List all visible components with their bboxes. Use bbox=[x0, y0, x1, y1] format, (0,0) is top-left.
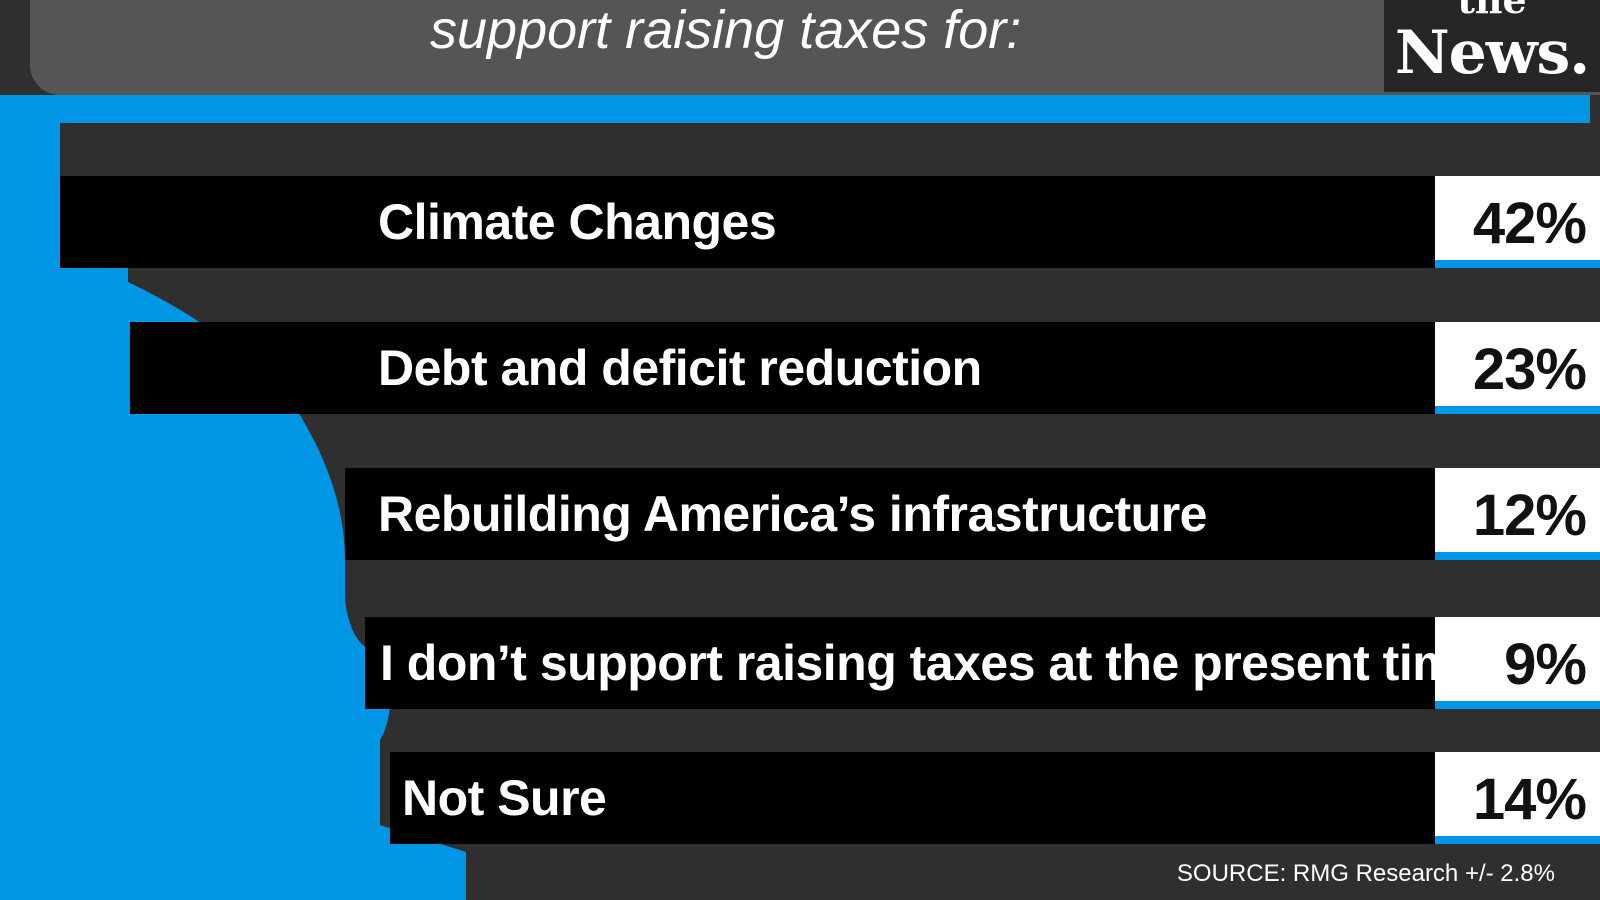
bar-row-3 bbox=[345, 468, 1600, 560]
category-label: Debt and deficit reduction bbox=[378, 340, 982, 396]
value-box: 14% bbox=[1435, 752, 1600, 844]
value-box: 9% bbox=[1435, 617, 1600, 709]
logo-top-text: the bbox=[1384, 0, 1600, 20]
category-label: Rebuilding America’s infrastructure bbox=[378, 486, 1207, 542]
chart-title: support raising taxes for: bbox=[430, 0, 1022, 60]
bar-row-2 bbox=[130, 322, 1600, 414]
logo-main-text: News. bbox=[1394, 18, 1590, 88]
category-label: Climate Changes bbox=[378, 194, 777, 250]
value-label: 23% bbox=[1472, 337, 1587, 402]
value-label: 42% bbox=[1472, 191, 1587, 256]
value-label: 14% bbox=[1472, 767, 1587, 832]
bar-row-5 bbox=[390, 752, 1600, 844]
value-box: 23% bbox=[1435, 322, 1600, 414]
accent-strip bbox=[0, 95, 1590, 123]
bar-row-1 bbox=[60, 176, 1600, 268]
category-label: I don’t support raising taxes at the pre… bbox=[380, 635, 1484, 691]
value-box: 12% bbox=[1435, 468, 1600, 560]
value-box: 42% bbox=[1435, 176, 1600, 268]
value-label: 12% bbox=[1472, 483, 1587, 548]
capitol-silhouette bbox=[0, 95, 466, 900]
value-label: 9% bbox=[1504, 632, 1587, 697]
source-note: SOURCE: RMG Research +/- 2.8% bbox=[1176, 860, 1555, 887]
category-label: Not Sure bbox=[402, 770, 607, 826]
bar-row-4 bbox=[365, 617, 1600, 709]
title-bar: support raising taxes for: bbox=[30, 0, 1600, 95]
bars-layer bbox=[60, 176, 1600, 844]
news-logo: the News. bbox=[1384, 0, 1600, 92]
